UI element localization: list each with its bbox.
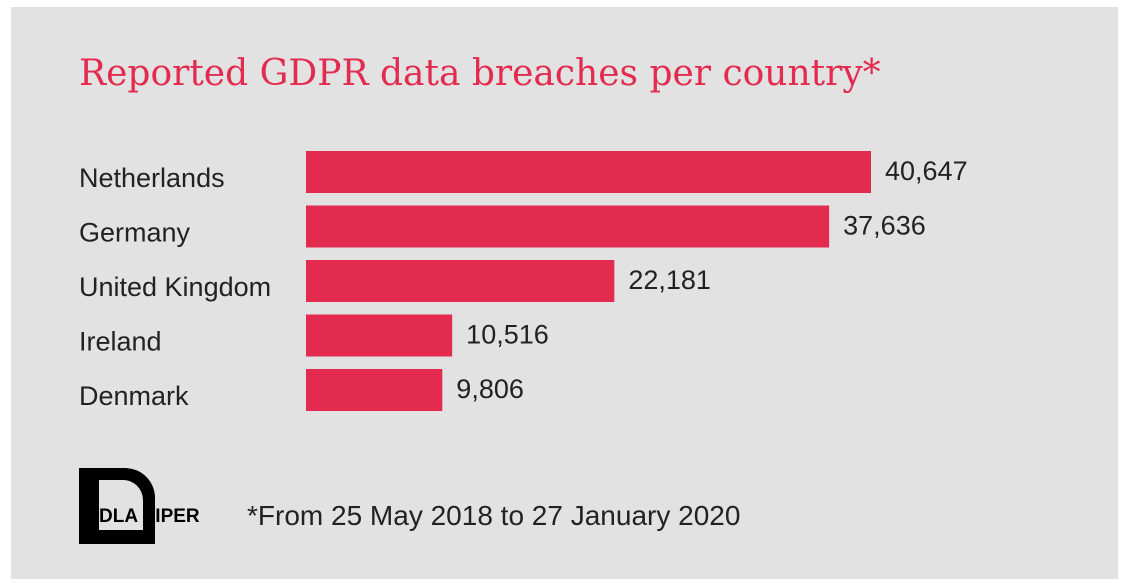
bar-denmark <box>306 369 443 411</box>
value-label: 40,647 <box>885 156 968 186</box>
category-label: United Kingdom <box>79 272 271 302</box>
value-label: 9,806 <box>456 374 524 404</box>
value-label: 37,636 <box>843 211 926 241</box>
category-label: Ireland <box>79 327 162 357</box>
category-label: Denmark <box>79 381 189 411</box>
value-label: 22,181 <box>628 265 711 295</box>
footnote: *From 25 May 2018 to 27 January 2020 <box>247 500 741 531</box>
category-label: Germany <box>79 218 191 248</box>
category-label: Netherlands <box>79 163 225 193</box>
bar-germany <box>306 205 830 248</box>
bar-netherlands <box>306 151 871 193</box>
dla-piper-logo-icon <box>79 468 155 544</box>
chart-card: Reported GDPR data breaches per country*… <box>11 7 1118 579</box>
logo-text: DLA PIPER <box>99 506 200 527</box>
bar-united-kingdom <box>306 260 615 302</box>
bar-chart: Netherlands 40,647 Germany 37,636 United Kin… <box>79 151 968 411</box>
bar-ireland <box>306 314 453 357</box>
chart-title: Reported GDPR data breaches per country* <box>79 53 881 94</box>
value-label: 10,516 <box>466 320 549 350</box>
